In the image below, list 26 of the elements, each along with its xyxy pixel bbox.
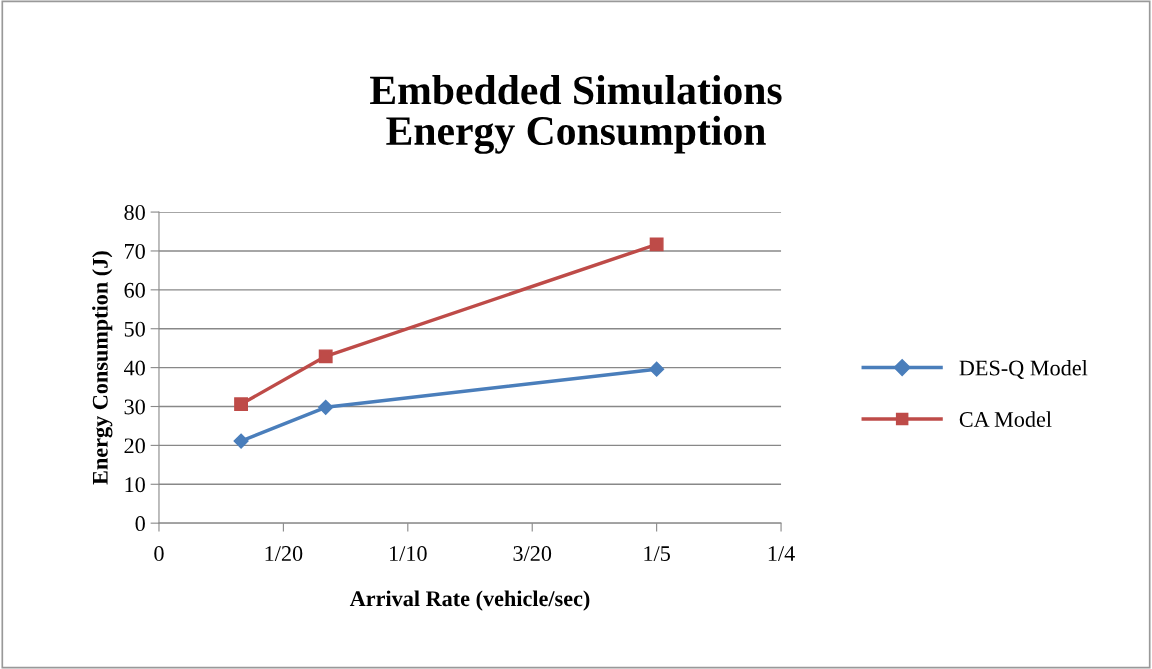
x-tick-label: 0 [154, 546, 164, 562]
point [318, 349, 333, 364]
y-tick-label: 60 [124, 282, 145, 298]
y-tick-label: 30 [124, 399, 145, 415]
point [649, 237, 664, 252]
point [318, 399, 334, 415]
y-tick-label: 40 [123, 360, 145, 376]
x-tick-label: 1/20 [265, 546, 303, 562]
point [233, 433, 249, 449]
x-tick-label: 3/20 [513, 546, 552, 562]
x-tick-label: 1/5 [644, 546, 670, 562]
legend-label: DES-Q Model [959, 359, 1088, 379]
x-tick-label: 1/10 [390, 546, 427, 562]
x-tick-label: 1/4 [768, 546, 795, 562]
y-tick-label: 10 [125, 477, 145, 493]
y-tick-label: 0 [135, 516, 145, 532]
y-tick-label: 50 [124, 321, 145, 337]
point [234, 397, 249, 412]
legend-label: CA Model [959, 411, 1052, 427]
y-tick-label: 70 [125, 243, 145, 259]
chart-title: Embedded Simulations Energy Consumption [370, 75, 782, 154]
y-tick-label: 20 [124, 438, 145, 454]
y-tick-label: 80 [124, 205, 145, 220]
y-axis-title: Energy Consumption (J) [92, 251, 113, 485]
x-axis-title: Arrival Rate (vehicle/sec) [349, 590, 590, 611]
point [649, 361, 665, 377]
